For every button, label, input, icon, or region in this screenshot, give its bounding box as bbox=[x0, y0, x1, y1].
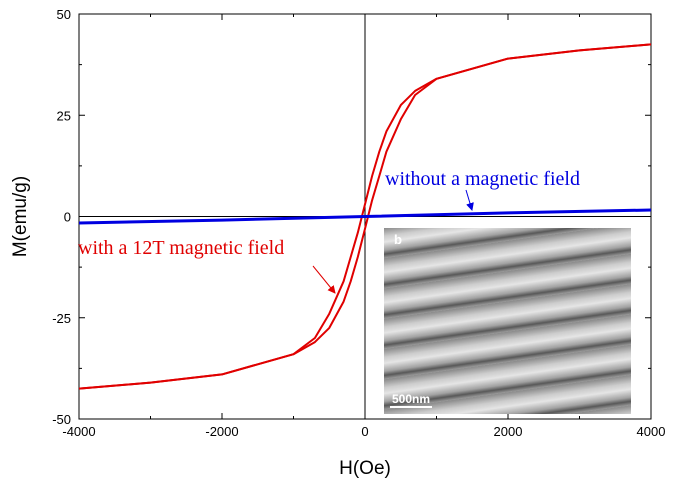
y-tick-label: 25 bbox=[57, 108, 71, 123]
x-axis-label: H(Oe) bbox=[339, 458, 391, 479]
x-tick-label: 4000 bbox=[637, 424, 666, 439]
y-axis-label: M(emu/g) bbox=[10, 176, 31, 257]
y-tick-label: 50 bbox=[57, 7, 71, 22]
sem-inset-image: b 500nm bbox=[384, 228, 631, 414]
series-line-2 bbox=[78, 208, 652, 225]
series-line-1 bbox=[78, 43, 652, 390]
x-tick-label: -2000 bbox=[205, 424, 238, 439]
x-tick-label: 0 bbox=[361, 424, 368, 439]
annotation-without-field: without a magnetic field bbox=[385, 168, 580, 190]
y-tick-label: 0 bbox=[64, 210, 71, 225]
scale-bar: 500nm bbox=[390, 392, 433, 408]
y-tick-label: -50 bbox=[52, 412, 71, 427]
x-tick-label: -4000 bbox=[62, 424, 95, 439]
annotation-with-field: with a 12T magnetic field bbox=[78, 237, 284, 259]
annotation-arrow-red bbox=[312, 265, 336, 294]
y-tick-label: -25 bbox=[52, 311, 71, 326]
annotation-arrow-blue bbox=[465, 189, 474, 211]
inset-panel-label: b bbox=[394, 232, 402, 247]
x-tick-label: 2000 bbox=[494, 424, 523, 439]
